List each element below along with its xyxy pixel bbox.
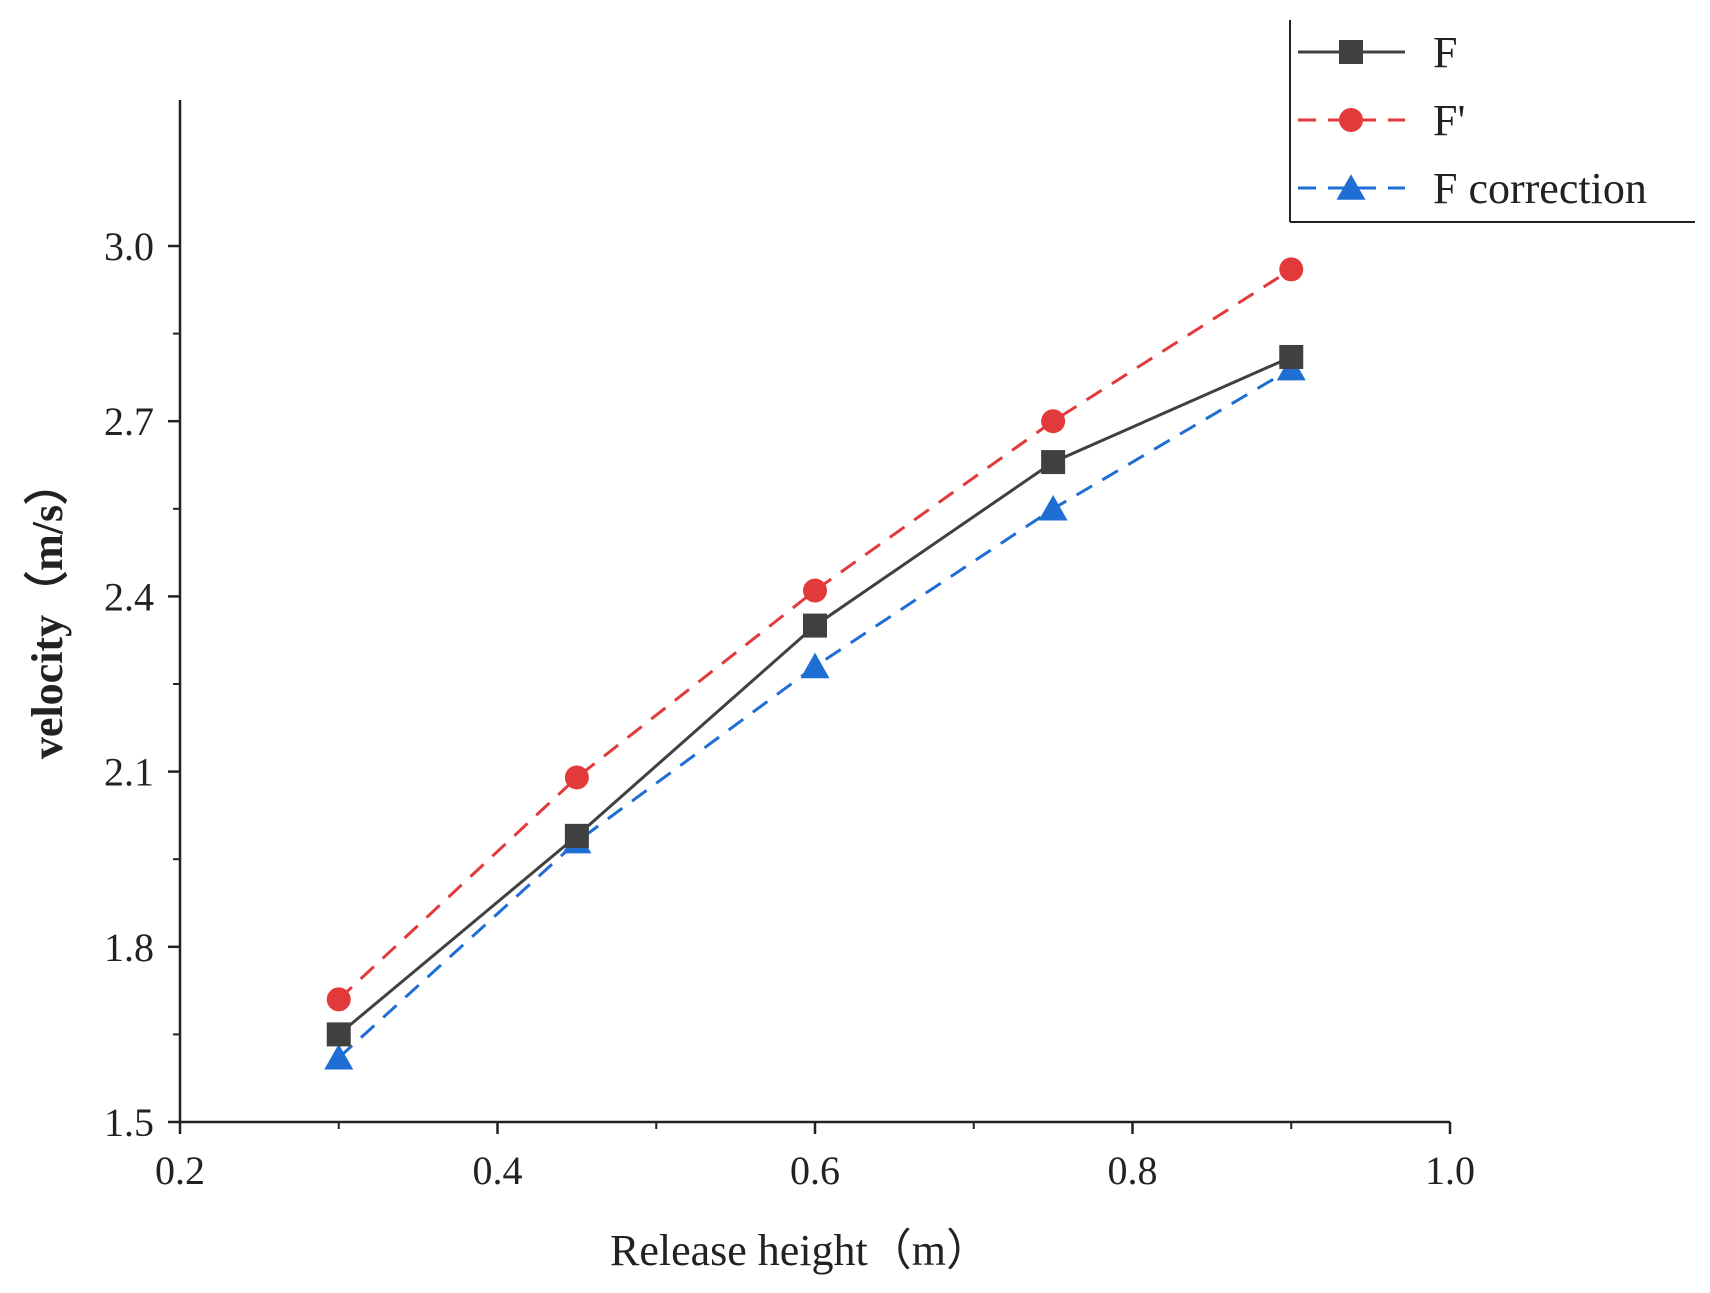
y-tick-label: 1.5 — [104, 1100, 154, 1145]
y-tick-label: 1.8 — [104, 925, 154, 970]
series-f-group — [326, 257, 1304, 1012]
legend-marker — [1336, 174, 1366, 200]
y-tick-label: 3.0 — [104, 224, 154, 269]
axes: 0.2 0.4 0.6 0.8 1.0 1.5 1.8 2.1 2.4 2.7 3.0 — [104, 100, 1475, 1193]
data-point — [564, 765, 589, 790]
series-layer — [324, 257, 1306, 1070]
y-tick-label: 2.4 — [104, 574, 154, 619]
data-point — [1041, 409, 1066, 434]
legend-marker — [1339, 40, 1363, 64]
x-tick-label: 0.6 — [790, 1148, 840, 1193]
x-tick-label: 0.4 — [473, 1148, 523, 1193]
legend-item: F correction — [1298, 164, 1647, 213]
data-point — [1279, 257, 1304, 282]
data-point — [326, 987, 351, 1012]
series-line — [337, 268, 1293, 1001]
legend-label: F correction — [1433, 164, 1647, 213]
series-f-correction-group — [324, 354, 1306, 1070]
legend-marker — [1339, 108, 1363, 132]
legend-item: F' — [1298, 96, 1465, 145]
x-axis-title: Release height（m） — [610, 1226, 990, 1275]
data-point — [803, 578, 827, 603]
data-point — [1038, 495, 1068, 521]
y-tick-label: 2.7 — [104, 399, 154, 444]
data-point — [326, 1022, 351, 1047]
legend-item: F — [1298, 28, 1457, 77]
legend-label: F — [1433, 28, 1457, 77]
data-point — [564, 823, 589, 848]
x-tick-label: 1.0 — [1425, 1148, 1475, 1193]
legend-label: F' — [1433, 96, 1465, 145]
data-point — [1279, 344, 1304, 369]
x-tick-label: 0.8 — [1108, 1148, 1158, 1193]
data-point — [800, 652, 830, 679]
x-tick-label: 0.2 — [155, 1148, 205, 1193]
series-line — [337, 355, 1292, 1036]
data-point — [803, 613, 827, 638]
series-f-group — [326, 344, 1304, 1047]
data-point — [1041, 450, 1066, 475]
data-point — [324, 1043, 354, 1070]
y-axis-title: velocity（m/s） — [23, 461, 72, 759]
series-line — [337, 367, 1293, 1059]
legend: F F' F correction — [1289, 20, 1695, 223]
y-tick-label: 2.1 — [104, 750, 154, 795]
